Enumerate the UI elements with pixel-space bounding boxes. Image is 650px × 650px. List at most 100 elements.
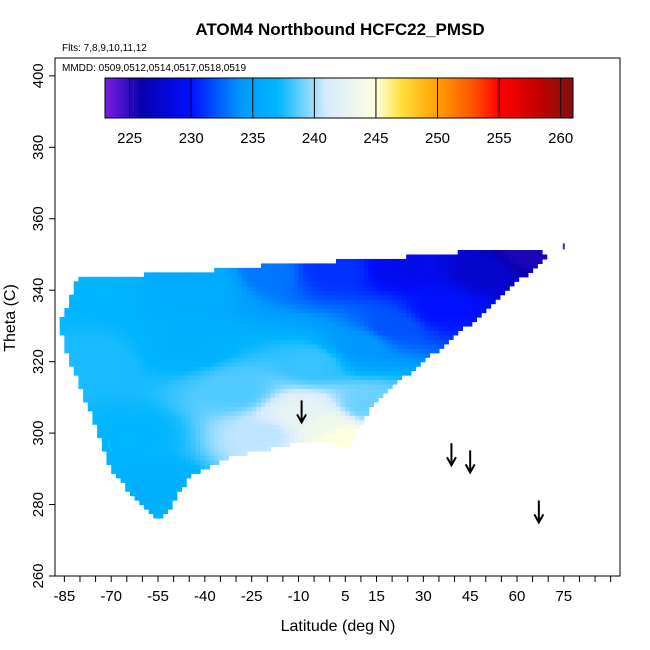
heatmap-cell — [359, 285, 365, 291]
heatmap-cell — [120, 379, 126, 385]
heatmap-cell — [312, 352, 318, 358]
heatmap-cell — [275, 383, 281, 390]
heatmap-cell — [378, 290, 384, 296]
heatmap-cell — [218, 442, 225, 448]
heatmap-cell — [172, 437, 178, 443]
heatmap-cell — [410, 325, 417, 331]
heatmap-cell — [406, 254, 412, 260]
colorbar-swatch — [204, 78, 208, 118]
heatmap-cell — [214, 317, 220, 323]
heatmap-cell — [307, 392, 314, 398]
heatmap-cell — [284, 419, 290, 425]
heatmap-cell — [172, 334, 178, 340]
heatmap-cell — [186, 424, 192, 430]
heatmap-cell — [364, 267, 370, 273]
colorbar-swatch — [514, 78, 518, 118]
heatmap-cell — [476, 250, 482, 256]
heatmap-cell — [115, 397, 122, 403]
heatmap-cell — [364, 321, 370, 327]
heatmap-cell — [485, 299, 492, 305]
heatmap-cell — [420, 299, 426, 305]
colorbar-swatch — [277, 78, 281, 118]
heatmap-cell — [97, 428, 103, 434]
heatmap-cell — [499, 281, 506, 287]
heatmap-cell — [200, 334, 206, 340]
heatmap-cell — [359, 281, 365, 287]
heatmap-cell — [368, 388, 374, 394]
heatmap-cell — [153, 375, 159, 381]
heatmap-cell — [223, 361, 229, 367]
heatmap-cell — [228, 375, 234, 381]
heatmap-cell — [92, 401, 98, 407]
heatmap-cell — [186, 321, 192, 327]
heatmap-cell — [139, 379, 145, 385]
heatmap-cell — [176, 459, 183, 465]
heatmap-cell — [368, 317, 374, 323]
heatmap-cell — [167, 317, 173, 323]
heatmap-cell — [335, 428, 342, 434]
heatmap-cell — [167, 339, 173, 345]
heatmap-cell — [307, 281, 314, 287]
heatmap-cell — [406, 366, 412, 372]
heatmap-cell — [139, 321, 145, 327]
heatmap-cell — [153, 455, 159, 461]
heatmap-cell — [176, 383, 183, 390]
heatmap-cell — [134, 437, 140, 443]
heatmap-cell — [92, 330, 98, 336]
heatmap-cell — [349, 334, 356, 340]
heatmap-cell — [129, 455, 136, 461]
colorbar-swatch — [175, 78, 179, 118]
heatmap-cell — [453, 325, 459, 331]
heatmap-cell — [448, 254, 454, 260]
heatmap-cell — [106, 410, 112, 416]
heatmap-cell — [186, 343, 192, 349]
heatmap-cell — [143, 276, 150, 282]
heatmap-cell — [275, 361, 281, 367]
heatmap-cell — [158, 504, 164, 510]
heatmap-cell — [275, 392, 281, 398]
heatmap-cell — [214, 392, 220, 398]
heatmap-cell — [457, 321, 463, 327]
heatmap-cell — [158, 401, 164, 407]
heatmap-cell — [176, 388, 183, 394]
heatmap-cell — [190, 392, 197, 398]
heatmap-cell — [228, 334, 234, 340]
heatmap-cell — [429, 281, 435, 287]
heatmap-cell — [78, 357, 84, 363]
heatmap-cell — [382, 352, 389, 358]
heatmap-cell — [331, 312, 337, 318]
heatmap-cell — [453, 263, 459, 269]
heatmap-cell — [275, 415, 281, 421]
heatmap-cell — [195, 379, 201, 385]
heatmap-cell — [490, 276, 496, 282]
heatmap-cell — [120, 477, 126, 483]
heatmap-cell — [307, 308, 314, 314]
heatmap-cell — [167, 500, 173, 506]
heatmap-cell — [139, 473, 145, 479]
heatmap-cell — [214, 419, 220, 425]
heatmap-cell — [148, 299, 154, 305]
heatmap-cell — [415, 272, 421, 278]
heatmap-cell — [410, 343, 417, 349]
heatmap-cell — [275, 321, 281, 327]
heatmap-cell — [214, 352, 220, 358]
heatmap-cell — [246, 348, 253, 354]
heatmap-cell — [162, 361, 168, 367]
heatmap-cell — [153, 370, 159, 376]
heatmap-cell — [265, 285, 271, 291]
heatmap-cell — [172, 317, 178, 323]
heatmap-cell — [382, 303, 389, 309]
heatmap-cell — [218, 281, 225, 287]
heatmap-cell — [340, 294, 346, 300]
heatmap-cell — [204, 325, 211, 331]
heatmap-cell — [312, 281, 318, 287]
colorbar-swatch — [260, 78, 264, 118]
heatmap-cell — [242, 334, 248, 340]
heatmap-cell — [382, 343, 389, 349]
heatmap-cell — [345, 370, 351, 376]
heatmap-cell — [101, 379, 108, 385]
heatmap-cell — [162, 299, 168, 305]
heatmap-cell — [101, 428, 108, 434]
heatmap-cell — [317, 375, 323, 381]
heatmap-cell — [284, 317, 290, 323]
